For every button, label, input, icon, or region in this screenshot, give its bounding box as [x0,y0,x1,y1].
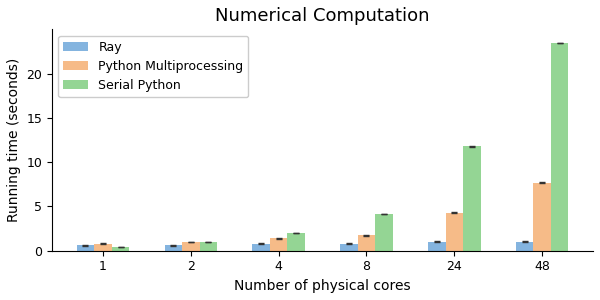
X-axis label: Number of physical cores: Number of physical cores [234,279,411,293]
Bar [77,245,94,251]
Bar [94,244,112,251]
Title: Numerical Computation: Numerical Computation [215,7,430,25]
Bar [533,183,551,251]
Bar [182,242,200,251]
Bar [270,238,287,251]
Bar [446,213,463,251]
Bar [253,244,270,251]
Bar [340,244,358,251]
Bar [375,214,393,251]
Bar [516,242,533,251]
Bar [358,235,375,251]
Bar [463,146,481,251]
Bar [551,43,568,251]
Bar [112,247,130,251]
Y-axis label: Running time (seconds): Running time (seconds) [7,58,21,222]
Bar [428,242,446,251]
Legend: Ray, Python Multiprocessing, Serial Python: Ray, Python Multiprocessing, Serial Pyth… [58,35,248,97]
Bar [164,245,182,251]
Bar [287,233,305,251]
Bar [200,242,217,251]
